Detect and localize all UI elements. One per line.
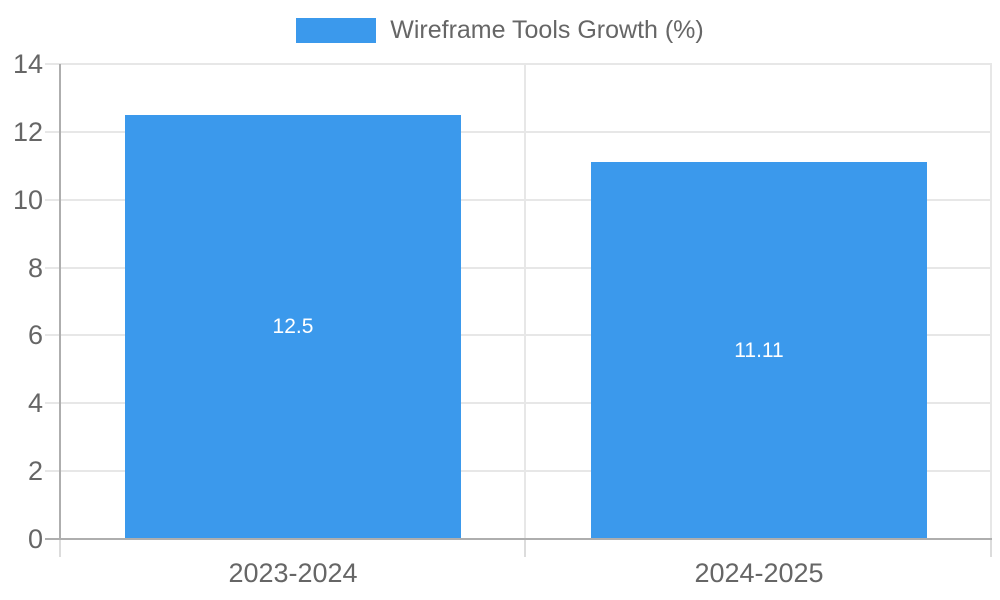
legend-label: Wireframe Tools Growth (%) (390, 16, 704, 44)
y-tick-label: 12 (12, 116, 43, 147)
y-tick-mark (45, 402, 60, 405)
y-tick-label: 14 (12, 49, 43, 79)
category-boundary-gridline (524, 64, 526, 539)
y-gridline (60, 470, 992, 473)
plot-area: 12.5 11.11 (60, 63, 992, 539)
chart-legend[interactable]: Wireframe Tools Growth (%) (0, 16, 1000, 44)
y-gridline (60, 198, 992, 201)
y-gridline (60, 334, 992, 337)
x-tick-mark (59, 539, 61, 557)
y-tick-label: 10 (12, 184, 43, 215)
x-axis-baseline (45, 538, 992, 540)
y-axis-line (59, 64, 61, 539)
y-tick-label: 8 (27, 252, 43, 283)
y-tick-label: 0 (27, 524, 43, 554)
y-tick-mark (45, 266, 60, 269)
bar-value-label: 12.5 (272, 314, 314, 338)
y-tick-mark (45, 198, 60, 201)
bar-2024-2025[interactable]: 11.11 (591, 162, 927, 539)
y-gridline (60, 63, 992, 65)
y-tick-label: 6 (27, 320, 43, 351)
y-tick-mark (45, 130, 60, 133)
bar-2023-2024[interactable]: 12.5 (125, 114, 461, 539)
x-tick-label: 2024-2025 (694, 558, 824, 588)
y-tick-mark (45, 334, 60, 337)
x-tick-label: 2023-2024 (228, 558, 358, 588)
category-boundary-gridline (990, 64, 992, 539)
x-tick-mark (990, 539, 992, 557)
y-tick-mark (45, 470, 60, 473)
x-tick-mark (524, 539, 526, 557)
y-gridline (60, 130, 992, 133)
bar-value-label: 11.11 (734, 338, 784, 362)
y-tick-label: 2 (27, 456, 43, 487)
y-tick-label: 4 (27, 388, 43, 419)
y-gridline (60, 266, 992, 269)
y-tick-mark (45, 63, 60, 65)
y-gridline (60, 402, 992, 405)
legend-swatch (296, 17, 377, 43)
